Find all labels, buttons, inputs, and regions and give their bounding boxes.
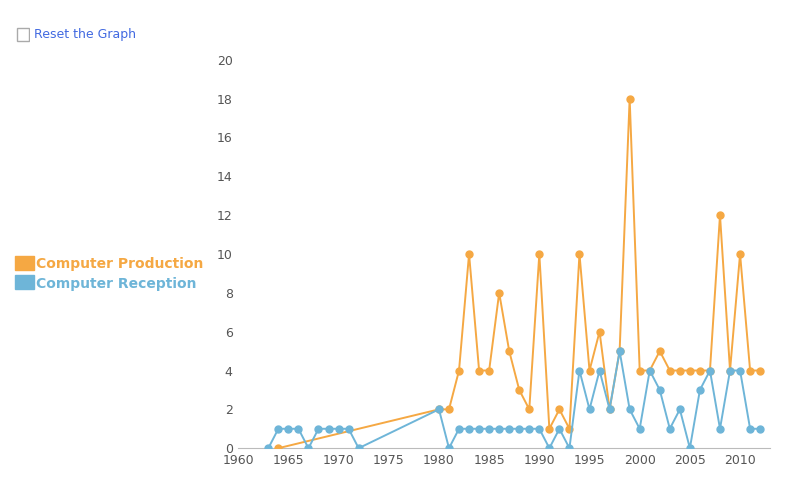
Text: Reset the Graph: Reset the Graph (34, 28, 136, 41)
FancyBboxPatch shape (17, 28, 29, 41)
Legend: Computer Production, Computer Reception: Computer Production, Computer Reception (15, 257, 203, 291)
